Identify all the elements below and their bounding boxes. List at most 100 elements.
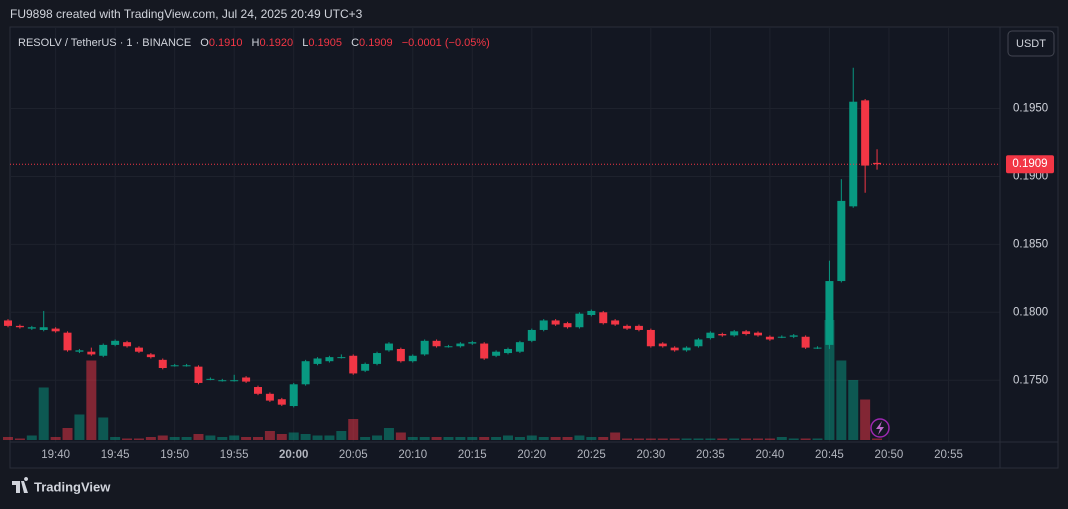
candle-body	[789, 335, 798, 337]
volume-bar	[812, 438, 823, 440]
candle-body	[742, 331, 751, 335]
button-frame[interactable]	[1007, 30, 1055, 57]
candle-body	[813, 347, 822, 349]
candle-body	[194, 366, 203, 383]
candle-body	[682, 347, 691, 351]
volume-bar	[753, 438, 763, 440]
volume-bar	[538, 437, 549, 440]
volume-bar	[395, 432, 406, 440]
candle-body	[551, 320, 560, 325]
candle-body	[182, 365, 191, 367]
candle-body	[301, 361, 310, 385]
volume-bar	[848, 380, 859, 440]
x-tick-label: 20:45	[815, 449, 844, 461]
volume-bar	[217, 437, 228, 440]
x-tick-label: 20:50	[875, 449, 904, 461]
candle-body	[527, 329, 536, 341]
candle-body	[432, 340, 441, 347]
candle-body	[146, 354, 155, 358]
candle-body	[492, 351, 501, 356]
volume-bar	[645, 438, 656, 440]
volume-bar	[598, 437, 609, 440]
candle-body	[670, 347, 679, 351]
x-tick-label: 19:50	[160, 449, 189, 461]
candle-body	[646, 329, 655, 347]
candle-body	[396, 348, 405, 362]
candle-body	[277, 399, 286, 405]
volume-bar	[312, 435, 323, 440]
open-label: O	[200, 37, 209, 49]
candle-body	[51, 328, 60, 332]
icon-bolt[interactable]	[876, 421, 884, 435]
volume-bar	[50, 437, 61, 440]
volume-bar	[205, 435, 216, 440]
candle-body	[254, 387, 262, 394]
candle-body	[289, 384, 298, 407]
volume-bar	[431, 437, 442, 440]
x-tick-label: 20:55	[934, 449, 963, 461]
x-tick-label: 20:40	[756, 449, 785, 461]
button-label[interactable]: USDT	[1016, 38, 1046, 50]
brand[interactable]: TradingView	[34, 479, 111, 494]
x-tick-label: 20:30	[636, 449, 665, 461]
volume-bar	[669, 438, 680, 440]
candle-body	[230, 380, 239, 382]
volume-bar	[562, 437, 573, 440]
volume-bar	[122, 438, 133, 440]
volume-bar	[324, 435, 335, 440]
change: −0.0001 (−0.05%)	[402, 37, 490, 49]
volume-bar	[514, 437, 525, 440]
candle-body	[373, 353, 382, 364]
volume-bar	[633, 438, 644, 440]
volume-bar	[264, 431, 275, 440]
volume-bar	[372, 435, 383, 440]
candle-body	[75, 350, 84, 352]
candle-body	[456, 343, 465, 347]
volume-bar	[455, 437, 466, 440]
volume-bar	[145, 437, 156, 440]
volume-bar	[276, 434, 287, 440]
volume-bar	[26, 435, 37, 440]
x-tick-label: 20:15	[458, 449, 487, 461]
volume-bar	[693, 438, 704, 440]
candle-body	[801, 336, 810, 348]
y-tick-label: 0.1850	[1013, 238, 1048, 250]
volume-bar	[800, 438, 811, 440]
volume-bar	[550, 437, 561, 440]
x-tick-label: 19:40	[41, 449, 70, 461]
volume-bar	[360, 437, 371, 440]
logo-mark[interactable]	[12, 477, 29, 493]
volume-bar	[229, 435, 240, 440]
x-tick-label: 20:05	[339, 449, 368, 461]
candle-body	[218, 380, 227, 382]
alert-icon[interactable]	[870, 418, 890, 438]
y-tick-label: 0.1900	[1013, 170, 1048, 182]
candle-body	[27, 327, 36, 329]
volume-bar	[836, 360, 847, 440]
footer-logo[interactable]: TradingView	[12, 477, 111, 494]
symbol: RESOLV / TetherUS · 1 · BINANCE	[18, 37, 191, 49]
candle-body	[539, 320, 548, 330]
volume-bar	[241, 437, 252, 440]
volume-bar	[288, 432, 299, 440]
low-value: 0.1905	[308, 37, 342, 49]
currency-button[interactable]: USDT	[1007, 30, 1055, 57]
y-tick-label: 0.1750	[1013, 374, 1048, 386]
candle-body	[4, 320, 12, 326]
candle-body	[706, 332, 715, 339]
candle-body	[825, 281, 834, 345]
candle-body	[694, 339, 703, 347]
candle-body	[575, 313, 584, 328]
candle-body	[265, 393, 274, 401]
candle-body	[599, 312, 608, 324]
volume-bar	[157, 435, 168, 440]
volume-bar	[62, 428, 73, 440]
x-tick-label: 20:35	[696, 449, 725, 461]
volume-bar	[133, 438, 144, 440]
candle-body	[765, 336, 774, 340]
volume-bar	[860, 399, 871, 440]
x-tick-label: 19:45	[101, 449, 130, 461]
candle-body	[99, 344, 108, 356]
open-value: 0.1910	[209, 37, 243, 49]
